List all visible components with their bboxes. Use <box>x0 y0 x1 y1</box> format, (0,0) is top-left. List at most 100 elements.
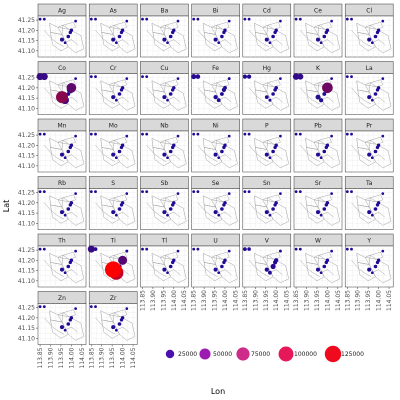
data-point <box>89 132 93 136</box>
panel-grid <box>191 188 240 230</box>
facet-V: V <box>242 233 292 288</box>
data-point <box>367 37 372 42</box>
data-point <box>243 17 247 21</box>
data-point <box>74 192 77 195</box>
data-point <box>168 264 173 269</box>
data-point <box>279 192 282 195</box>
data-point <box>192 17 196 21</box>
data-point <box>38 247 42 251</box>
data-point <box>166 271 169 275</box>
data-point <box>298 247 302 251</box>
data-point <box>125 19 129 23</box>
data-point <box>66 149 71 154</box>
data-point <box>330 249 333 253</box>
facet-Ba: Ba <box>140 3 189 58</box>
panel-grid <box>191 73 240 115</box>
data-point <box>223 28 227 33</box>
legend-label: 100000 <box>294 351 317 358</box>
facet-Bi: Bi <box>191 3 240 58</box>
map-outline <box>95 194 136 226</box>
data-point <box>192 247 196 251</box>
data-point <box>264 95 269 100</box>
data-point <box>191 74 197 80</box>
data-point <box>227 134 231 138</box>
data-point <box>114 328 118 332</box>
facet-strip-label: Bi <box>213 7 219 14</box>
data-point <box>42 17 46 21</box>
data-point <box>271 34 275 39</box>
data-point <box>242 247 247 252</box>
facet-Cd: Cd <box>242 3 292 58</box>
y-tick-label: 41.25 <box>18 132 35 139</box>
data-point <box>213 94 218 100</box>
data-point <box>373 207 378 211</box>
facet-strip-label: Ni <box>213 122 219 129</box>
data-point <box>271 207 275 211</box>
facet-strip-label: Cu <box>160 65 168 72</box>
data-point <box>195 74 201 79</box>
data-point <box>56 91 68 104</box>
data-point <box>247 190 251 194</box>
x-tick-label: 113.85 <box>191 290 198 311</box>
data-point <box>120 201 125 205</box>
data-point <box>145 247 149 251</box>
data-point <box>370 156 374 160</box>
data-point <box>315 267 321 272</box>
data-point <box>243 132 247 136</box>
facet-strip-label: As <box>110 7 117 14</box>
y-tick-label: 41.15 <box>18 268 35 275</box>
facet-strip-label: S <box>111 180 115 187</box>
data-point <box>330 19 333 23</box>
data-point <box>298 190 302 194</box>
panel-grid <box>38 246 86 287</box>
data-point <box>117 322 122 326</box>
facet-S: S <box>88 176 138 230</box>
data-point <box>114 213 118 217</box>
data-point <box>345 132 349 136</box>
data-point <box>217 271 221 275</box>
data-point <box>66 82 77 93</box>
data-point <box>74 249 77 253</box>
data-point <box>94 75 97 79</box>
y-tick-label: 41.15 <box>18 210 35 217</box>
y-axis-title: Lat <box>2 200 11 213</box>
facet-strip-label: K <box>316 65 321 72</box>
data-point <box>74 134 77 138</box>
data-point <box>166 213 169 217</box>
facet-Mo: Mo <box>88 118 138 173</box>
data-point <box>94 190 97 194</box>
panel-grid <box>242 246 291 287</box>
facet-Sn: Sn <box>242 176 292 230</box>
data-point <box>345 247 349 251</box>
y-tick-label: 41.25 <box>18 75 35 82</box>
facet-Fe: Fe <box>191 61 240 115</box>
facet-W: W <box>293 233 343 288</box>
facet-strip-label: Ta <box>365 180 373 187</box>
x-tick-label: 113.95 <box>160 290 167 311</box>
data-point <box>94 132 97 136</box>
data-point <box>298 17 302 21</box>
data-point <box>292 73 300 80</box>
data-point <box>264 152 269 157</box>
data-point <box>111 37 116 42</box>
data-point <box>114 98 118 102</box>
data-point <box>89 17 93 21</box>
data-point <box>125 307 129 310</box>
data-point <box>381 134 385 138</box>
y-tick-label: 41.10 <box>18 48 35 55</box>
facet-Zn: Zn <box>37 291 87 345</box>
legend-label: 125000 <box>341 351 364 358</box>
data-point <box>294 247 298 251</box>
x-tick-label: 113.95 <box>212 290 219 311</box>
data-point <box>274 28 278 33</box>
data-point <box>87 245 95 253</box>
data-point <box>267 270 272 275</box>
y-tick-label: 41.20 <box>18 257 35 264</box>
data-point <box>279 19 282 23</box>
data-point <box>294 132 298 136</box>
data-point <box>223 258 227 263</box>
y-tick-label: 41.15 <box>18 38 35 45</box>
x-tick-label: 113.95 <box>263 290 270 311</box>
x-tick-label: 114.05 <box>386 290 393 311</box>
data-point <box>105 261 122 278</box>
